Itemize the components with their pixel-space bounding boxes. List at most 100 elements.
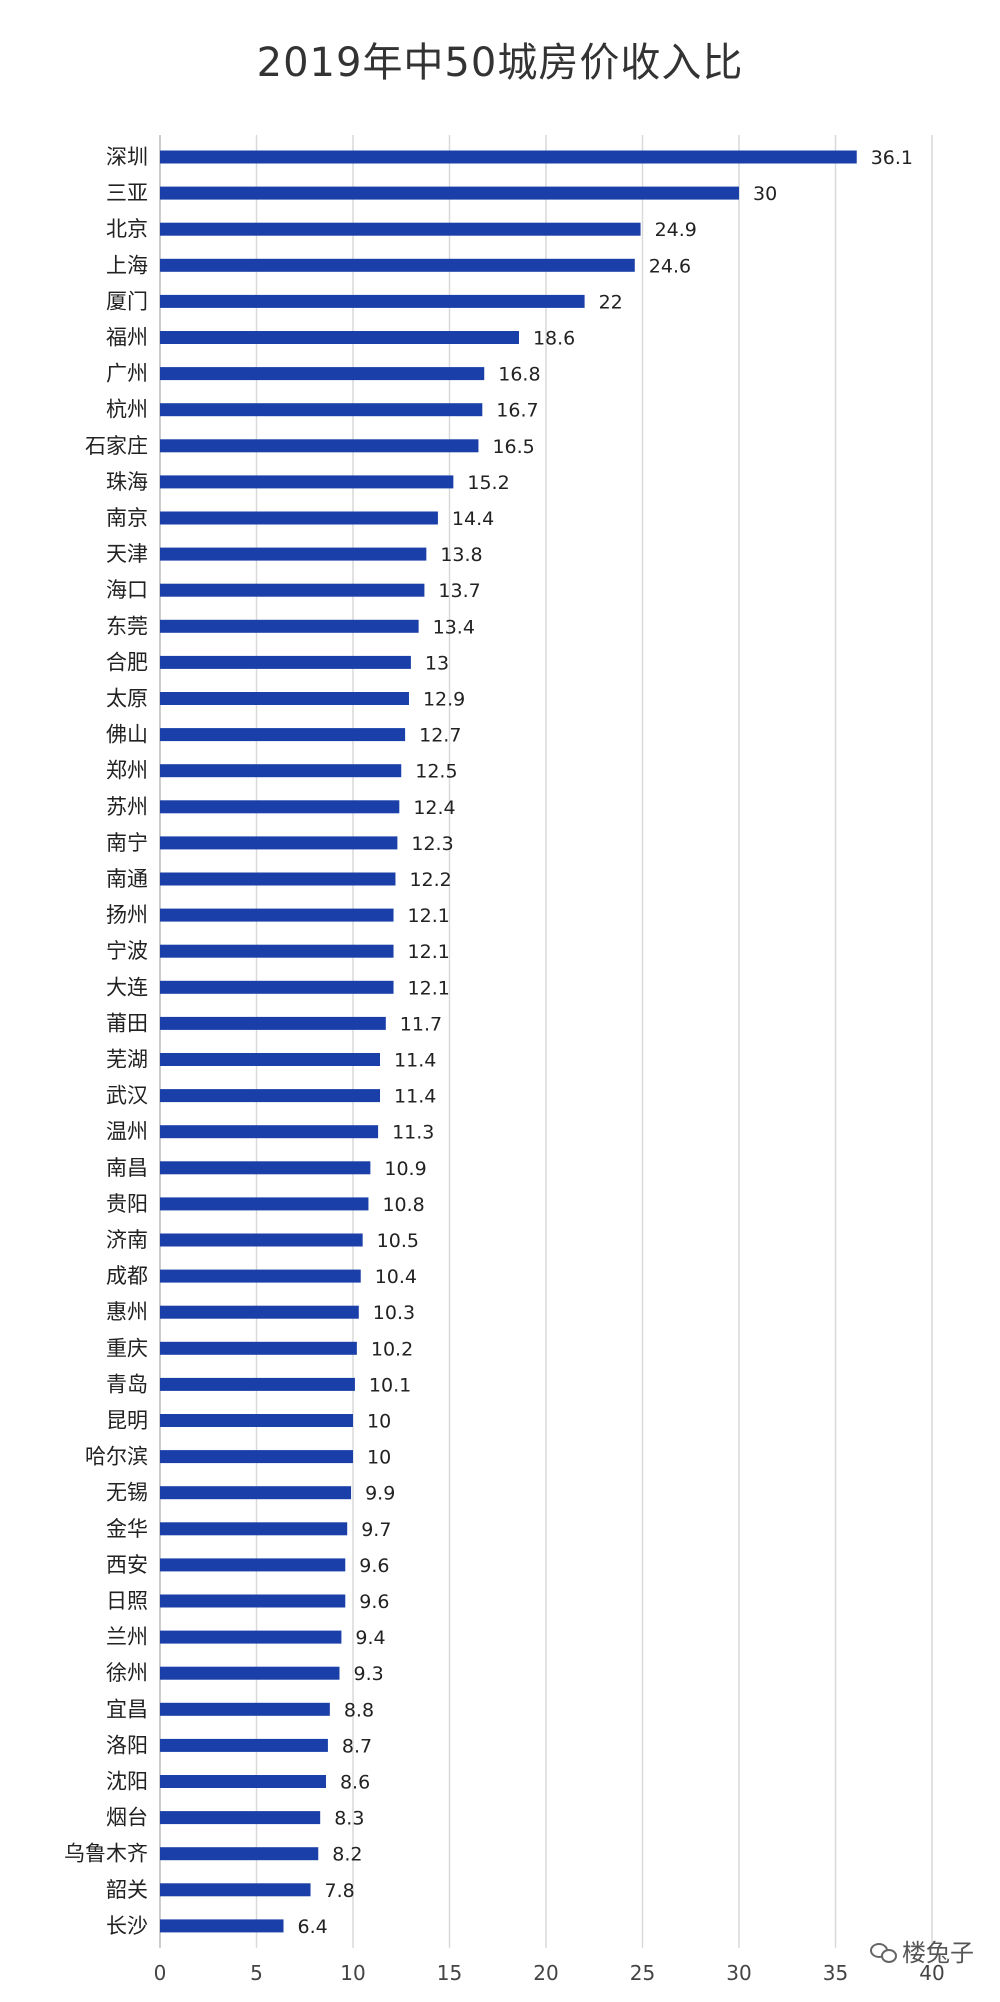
data-label: 8.8 — [344, 1699, 374, 1721]
category-label: 长沙 — [106, 1914, 148, 1938]
category-label: 南昌 — [106, 1156, 148, 1180]
data-label: 12.1 — [408, 905, 450, 927]
category-label: 佛山 — [106, 723, 148, 747]
data-label: 10.4 — [375, 1266, 417, 1288]
watermark-text: 楼兔子 — [902, 1939, 974, 1967]
x-tick-label: 20 — [533, 1961, 558, 1985]
category-label: 哈尔滨 — [85, 1445, 148, 1469]
bar — [160, 331, 519, 344]
x-tick-label: 15 — [437, 1961, 462, 1985]
category-label: 合肥 — [106, 650, 148, 674]
data-label: 14.4 — [452, 508, 494, 530]
bar — [160, 294, 585, 308]
bar — [160, 547, 427, 561]
data-label: 22 — [599, 291, 623, 313]
bar — [160, 908, 394, 922]
category-label: 石家庄 — [85, 434, 148, 458]
bar — [160, 836, 398, 850]
category-label: 宜昌 — [106, 1697, 148, 1721]
value-labels: 36.1 30 24.9 24.6 22 18.6 16.8 16.7 16.5 15.2 14.4… — [298, 147, 914, 1938]
category-label: 杭州 — [106, 398, 148, 422]
bar — [160, 1016, 386, 1030]
data-label: 30 — [753, 183, 777, 205]
data-label: 10.3 — [373, 1302, 415, 1324]
category-label: 南宁 — [106, 831, 148, 855]
data-label: 13.4 — [433, 616, 475, 638]
category-label: 北京 — [106, 217, 148, 241]
x-axis-ticks: 0 5 10 15 20 25 30 35 40 — [154, 1961, 945, 1985]
data-label: 16.8 — [498, 364, 540, 386]
data-label: 7.8 — [325, 1880, 355, 1902]
bar — [160, 186, 739, 200]
bar — [160, 403, 483, 417]
bar — [160, 1341, 357, 1355]
category-label: 兰州 — [106, 1625, 148, 1649]
bar — [160, 1811, 321, 1825]
x-tick-label: 5 — [250, 1961, 263, 1985]
grid-lines — [159, 135, 933, 1948]
category-label: 乌鲁木齐 — [64, 1842, 148, 1866]
category-label: 福州 — [106, 326, 148, 350]
category-label: 烟台 — [106, 1806, 148, 1830]
category-label: 温州 — [106, 1120, 148, 1144]
category-label: 郑州 — [106, 759, 148, 783]
bar — [160, 1594, 346, 1608]
category-label: 莆田 — [106, 1011, 148, 1035]
bar — [160, 872, 396, 886]
bar — [160, 258, 635, 272]
category-label: 厦门 — [106, 289, 148, 313]
data-label: 16.7 — [496, 400, 538, 422]
bar — [160, 1775, 326, 1788]
data-label: 12.4 — [413, 797, 455, 819]
category-label: 三亚 — [106, 181, 148, 205]
category-label: 苏州 — [106, 795, 148, 819]
data-label: 12.7 — [419, 725, 461, 747]
category-labels: 深圳三亚北京上海厦门福州广州杭州石家庄珠海南京天津海口东莞合肥太原佛山郑州苏州南… — [64, 145, 148, 1938]
data-label: 11.7 — [400, 1013, 442, 1035]
bar — [160, 1666, 340, 1680]
bar — [160, 980, 394, 994]
bar — [160, 944, 394, 958]
data-label: 6.4 — [298, 1916, 328, 1938]
data-label: 9.7 — [361, 1519, 391, 1541]
category-label: 昆明 — [106, 1409, 148, 1433]
data-label: 10.9 — [384, 1158, 426, 1180]
data-label: 24.6 — [649, 255, 691, 277]
data-label: 15.2 — [467, 472, 509, 494]
data-label: 12.5 — [415, 761, 457, 783]
data-label: 8.2 — [332, 1844, 362, 1866]
category-label: 武汉 — [106, 1084, 148, 1108]
data-label: 10 — [367, 1411, 391, 1433]
data-label: 12.2 — [409, 869, 451, 891]
data-label: 12.3 — [411, 833, 453, 855]
data-label: 36.1 — [871, 147, 913, 169]
data-label: 9.9 — [365, 1483, 395, 1505]
x-tick-label: 40 — [919, 1961, 944, 1985]
category-label: 海口 — [106, 578, 148, 602]
bar — [160, 764, 402, 778]
category-label: 韶关 — [106, 1878, 148, 1902]
category-label: 青岛 — [106, 1372, 148, 1396]
bar — [160, 1450, 353, 1464]
category-label: 天津 — [106, 542, 148, 566]
category-label: 成都 — [106, 1264, 148, 1288]
category-label: 太原 — [106, 687, 148, 711]
data-label: 13.7 — [438, 580, 480, 602]
bar — [160, 1414, 353, 1427]
category-label: 珠海 — [106, 470, 148, 494]
category-label: 深圳 — [106, 145, 148, 169]
data-label: 9.4 — [355, 1627, 385, 1649]
category-label: 广州 — [106, 362, 148, 386]
bar — [160, 150, 857, 164]
x-tick-label: 10 — [340, 1961, 365, 1985]
bar — [160, 583, 425, 597]
data-label: 13.8 — [440, 544, 482, 566]
bar — [160, 367, 485, 381]
category-label: 大连 — [106, 975, 148, 999]
bar — [160, 728, 406, 742]
bars — [160, 150, 857, 1933]
bar — [160, 439, 479, 453]
data-label: 10.8 — [382, 1194, 424, 1216]
data-label: 10.5 — [377, 1230, 419, 1252]
